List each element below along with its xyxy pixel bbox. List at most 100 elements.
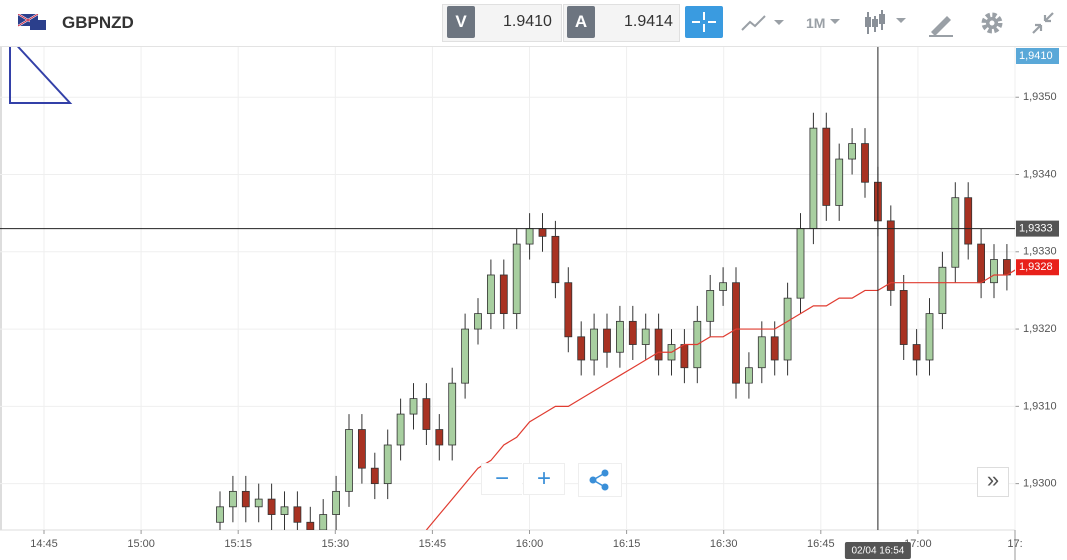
candle-body: [706, 290, 715, 322]
bid-tag: [1016, 48, 1059, 64]
y-tick-label: 1,9340: [1023, 168, 1057, 180]
candle-body: [680, 344, 689, 369]
y-tick-label: 1,9320: [1023, 323, 1057, 335]
candle-body: [990, 259, 998, 284]
y-tick-label: 1,9350: [1023, 91, 1057, 103]
candle-body: [512, 243, 521, 315]
ask-price: 1.9414: [624, 13, 673, 30]
candle-body: [809, 127, 818, 230]
x-tick-label: 15:30: [322, 538, 350, 550]
bid-tag-label: 1,9410: [1019, 50, 1053, 62]
x-tick-label: 15:15: [224, 538, 252, 550]
candle-body: [577, 336, 586, 361]
candle-body: [409, 398, 418, 415]
crosshair-button[interactable]: [685, 6, 723, 38]
candle-body: [796, 228, 805, 299]
share-button[interactable]: [578, 463, 622, 497]
candle-body: [499, 274, 508, 315]
x-tick-label: 16:15: [613, 538, 641, 550]
x-tick-label: 17:: [1007, 538, 1022, 550]
candle-body: [564, 282, 573, 338]
y-tick-label: 1,9300: [1023, 478, 1057, 490]
timeframe[interactable]: 1M: [806, 15, 826, 31]
zoom-out-button[interactable]: −: [481, 463, 522, 495]
price-axis: [1015, 47, 1067, 560]
candle-body: [628, 320, 637, 345]
x-tick-label: 15:00: [127, 538, 155, 550]
indicator-button[interactable]: [738, 8, 798, 38]
candle-body: [590, 328, 598, 361]
candle-body: [306, 521, 315, 530]
ask-letter: A: [567, 6, 595, 38]
crosshair-price-tag: [1016, 220, 1059, 237]
candle-body: [422, 398, 431, 430]
candle-body: [332, 490, 341, 515]
candle-body: [835, 158, 844, 206]
candle-body: [486, 274, 495, 315]
y-tick-label: 1,9330: [1023, 246, 1057, 258]
candle-body: [525, 228, 534, 245]
candle-body: [280, 506, 289, 515]
toolbar: GBPNZD V 1.9410 A 1.9414 1M: [0, 0, 1067, 47]
candle-body: [319, 514, 328, 530]
candle-body: [641, 328, 650, 345]
candle-body: [654, 328, 663, 361]
crosshair-time-tag: [844, 542, 911, 559]
symbol: GBPNZD: [62, 13, 134, 32]
candle-body: [1003, 259, 1011, 276]
candle-body: [228, 490, 237, 508]
candle-body: [474, 313, 482, 330]
candle-body: [770, 336, 779, 361]
flag-icon: [18, 14, 46, 30]
candle-body: [603, 328, 611, 353]
x-tick-label: 17:00: [904, 538, 932, 550]
candle-body: [396, 413, 405, 446]
candle-body: [383, 444, 392, 485]
crosshair-time-label: 02/04 16:54: [851, 546, 904, 557]
candle-body: [912, 344, 921, 361]
dropdown-arrow: [830, 19, 840, 24]
candle-body: [964, 197, 973, 245]
candle-body: [886, 220, 895, 291]
candle-body: [435, 429, 444, 446]
candle-body: [951, 197, 960, 268]
candle-body: [216, 506, 224, 523]
y-tick-label: 1,9310: [1023, 400, 1057, 412]
candle-body: [293, 506, 302, 523]
candle-body: [551, 235, 560, 284]
collapse-button[interactable]: [1030, 10, 1056, 36]
plot-area: [216, 112, 1015, 530]
candle-body: [732, 282, 740, 384]
candle-body: [977, 243, 985, 284]
chart-type-button[interactable]: [862, 8, 912, 38]
x-tick-label: 16:30: [710, 538, 738, 550]
candle-body: [848, 143, 856, 160]
moving-average: [425, 269, 1015, 530]
scroll-button[interactable]: »: [977, 467, 1009, 497]
bid-letter: V: [447, 6, 475, 38]
candle-body: [345, 429, 353, 492]
bid-price: 1.9410: [503, 13, 552, 30]
last-price-label: 1,9328: [1019, 261, 1053, 273]
candle-body: [538, 228, 547, 237]
crosshair-price-label: 1,9333: [1019, 223, 1053, 235]
x-tick-label: 16:00: [516, 538, 544, 550]
candle-body: [899, 290, 908, 345]
zoom-in-button[interactable]: +: [523, 463, 565, 495]
candle-body: [254, 498, 263, 508]
x-tick-label: 14:45: [30, 538, 58, 550]
candle-body: [357, 429, 366, 469]
candle-body: [745, 367, 753, 384]
candle-body: [925, 313, 934, 361]
candle-body: [861, 143, 869, 183]
draw-button[interactable]: [927, 8, 957, 38]
candle-body: [938, 266, 947, 315]
x-tick-label: 16:45: [807, 538, 835, 550]
last-price-tag: [1016, 259, 1059, 276]
candle-body: [822, 127, 831, 206]
settings-button[interactable]: [978, 9, 1006, 37]
candle-body: [241, 490, 250, 508]
drawing-triangle: [9, 35, 73, 104]
